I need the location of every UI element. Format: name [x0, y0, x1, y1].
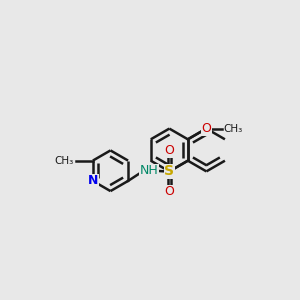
Text: CH₃: CH₃: [54, 156, 73, 166]
Text: O: O: [164, 144, 174, 157]
Text: N: N: [88, 174, 98, 188]
Text: S: S: [164, 164, 174, 178]
Text: O: O: [164, 185, 174, 199]
Text: NH: NH: [140, 164, 158, 177]
Text: O: O: [201, 122, 211, 135]
Text: CH₃: CH₃: [223, 124, 242, 134]
